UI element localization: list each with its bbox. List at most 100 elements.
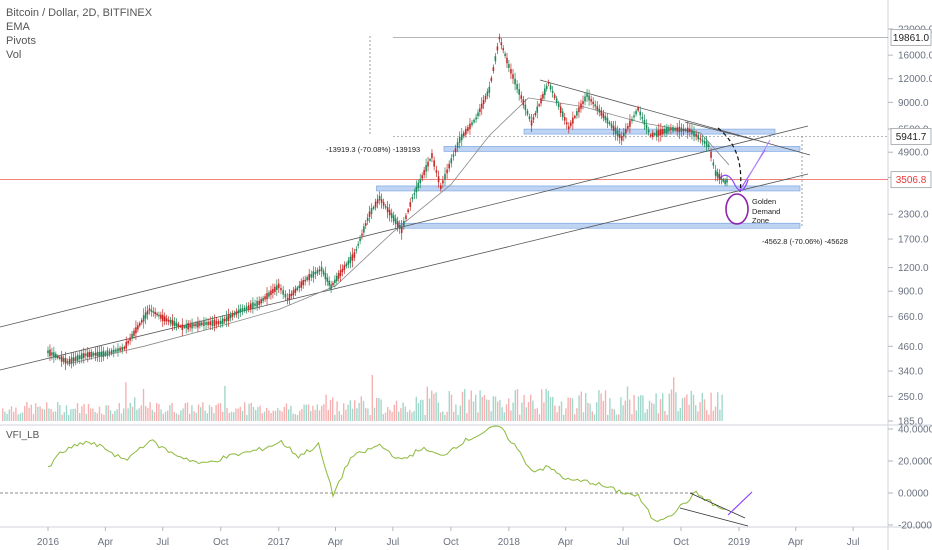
volume-bar [409, 409, 411, 421]
volume-bar [345, 409, 347, 421]
volume-bar [200, 407, 202, 421]
volume-bar [296, 414, 299, 421]
volume-bar [250, 402, 252, 421]
candle [618, 133, 621, 138]
candle [446, 169, 448, 174]
candle [582, 101, 584, 105]
volume-bar [57, 402, 59, 421]
candle [154, 311, 156, 315]
candle [458, 136, 461, 143]
volume-bar [158, 403, 160, 421]
volume-bar [310, 410, 312, 421]
volume-bar [510, 410, 512, 421]
volume-bar [710, 392, 712, 421]
candle [594, 104, 597, 107]
candle [429, 158, 431, 161]
candle [672, 127, 674, 132]
candle [425, 165, 427, 172]
time-tick-5: Apr [328, 537, 344, 548]
candle [565, 122, 568, 125]
volume-bar [668, 393, 670, 421]
volume-bar [516, 389, 519, 421]
candle [131, 333, 133, 339]
volume-bar [635, 410, 637, 421]
candle [187, 323, 189, 330]
volume-bar [290, 405, 292, 421]
candle [312, 271, 315, 278]
candle [705, 141, 708, 147]
volume-bar [481, 396, 483, 421]
symbol-label[interactable]: Bitcoin / Dollar, 2D, BITFINEX [6, 7, 153, 19]
volume-bar [112, 413, 114, 421]
candle [454, 148, 457, 153]
volume-bar [692, 394, 695, 421]
candle [121, 346, 123, 351]
volume-bar [424, 414, 426, 421]
candle [398, 225, 401, 229]
volume-bar [466, 413, 468, 421]
indicator-title[interactable]: VFI_LB [6, 430, 40, 441]
candle [241, 308, 244, 312]
ema-label[interactable]: EMA [6, 21, 30, 33]
volume-bar [653, 403, 655, 421]
candle [390, 212, 393, 219]
volume-bar [708, 414, 710, 421]
candle [193, 324, 195, 327]
volume-bar [640, 395, 642, 421]
candle [243, 307, 246, 310]
volume-bar [299, 410, 301, 421]
candle [701, 139, 704, 142]
price-tick-13: 340.0 [898, 367, 923, 378]
volume-bar [719, 409, 721, 421]
candle [115, 349, 117, 352]
candle [318, 269, 321, 272]
time-tick-7: Oct [443, 537, 459, 548]
volume-bar [149, 402, 151, 421]
vol-label[interactable]: Vol [6, 49, 22, 61]
candle [353, 252, 356, 258]
volume-bar [439, 412, 442, 421]
volume-bar [314, 409, 316, 421]
downtrend-line [539, 79, 811, 156]
candle [699, 138, 702, 140]
candle [494, 56, 497, 62]
candle [547, 82, 550, 84]
forecast-up-2 [747, 139, 771, 179]
candle [292, 290, 295, 296]
candle [651, 132, 654, 138]
volume-bar [615, 414, 618, 421]
time-tick-8: 2018 [498, 537, 521, 548]
volume-bar [323, 404, 325, 421]
time-tick-11: Oct [673, 537, 689, 548]
candle [288, 294, 291, 300]
candle [382, 202, 385, 206]
candle [668, 128, 670, 132]
candle [47, 350, 49, 354]
candle [674, 128, 676, 131]
volume-bar [428, 398, 431, 421]
candle [676, 127, 679, 132]
candle [282, 290, 284, 295]
volume-bar [554, 405, 556, 421]
volume-bar [413, 410, 415, 421]
candle [298, 285, 301, 289]
volume-bar [327, 409, 329, 421]
pivots-label[interactable]: Pivots [6, 35, 36, 47]
candle [290, 293, 293, 297]
volume-bar [360, 396, 362, 421]
candle [235, 311, 238, 315]
volume-bar [164, 411, 167, 421]
volume-bar [151, 409, 153, 421]
volume-bar [706, 410, 708, 421]
volume-bar [35, 403, 37, 421]
candle [477, 112, 479, 117]
volume-bar [666, 414, 668, 421]
support-zone-1 [443, 146, 801, 152]
candle [119, 347, 121, 351]
candle [223, 319, 226, 322]
volume-bar [433, 393, 435, 421]
price-badge-1 [890, 127, 932, 145]
candle [384, 205, 387, 208]
candle [76, 355, 79, 361]
